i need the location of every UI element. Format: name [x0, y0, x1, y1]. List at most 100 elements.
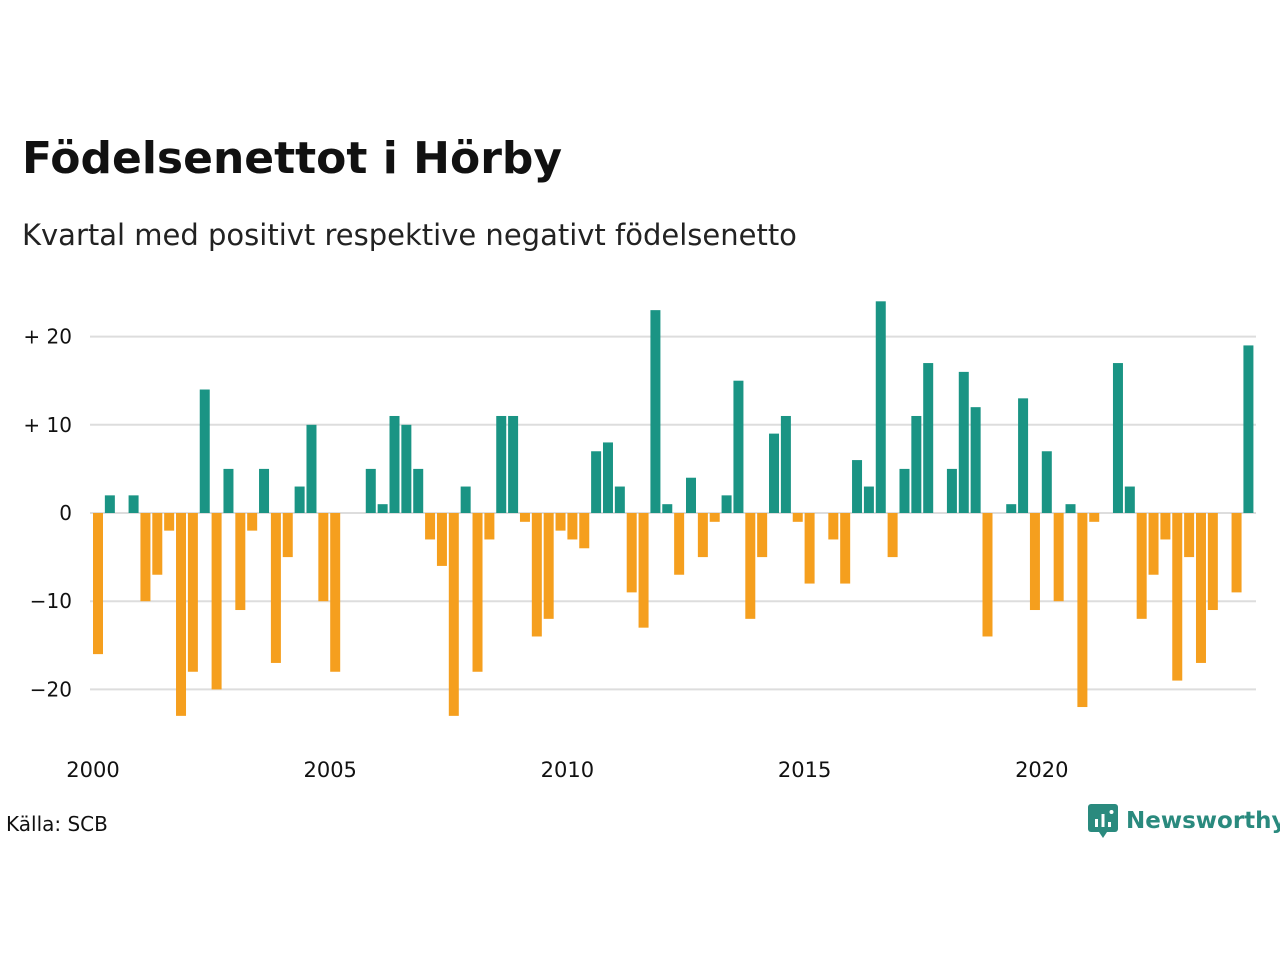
bar	[567, 513, 578, 540]
bar	[899, 468, 910, 513]
bar	[1006, 504, 1017, 513]
y-tick-label: + 10	[23, 413, 72, 437]
bar	[1041, 451, 1052, 513]
bar	[1243, 345, 1254, 513]
bar	[199, 389, 210, 513]
bar	[662, 504, 673, 513]
bar	[970, 407, 981, 513]
bar	[887, 513, 898, 558]
bar	[306, 424, 317, 513]
bar	[555, 513, 566, 531]
bar	[93, 513, 103, 655]
bar	[1029, 513, 1040, 611]
bar	[496, 415, 507, 513]
bar	[247, 513, 258, 531]
bar	[733, 380, 744, 513]
bar	[1231, 513, 1242, 593]
bar	[923, 363, 934, 513]
bar	[235, 513, 246, 611]
bar	[484, 513, 495, 540]
bar	[377, 504, 388, 513]
source-label: Källa: SCB	[6, 812, 108, 836]
x-tick-label: 2005	[303, 758, 356, 782]
bar	[757, 513, 768, 558]
bar	[674, 513, 685, 575]
bar	[282, 513, 293, 558]
bar	[1089, 513, 1100, 522]
bar	[697, 513, 708, 558]
bar	[1124, 486, 1135, 513]
bar	[519, 513, 530, 522]
bar	[270, 513, 281, 663]
bar	[413, 468, 424, 513]
bar	[1065, 504, 1076, 513]
bar	[614, 486, 625, 513]
bar	[1148, 513, 1159, 575]
bar	[911, 415, 922, 513]
bar	[128, 495, 139, 513]
bar	[745, 513, 756, 619]
bar	[140, 513, 151, 602]
bar	[1053, 513, 1064, 602]
x-tick-label: 2015	[778, 758, 831, 782]
bar	[1184, 513, 1195, 558]
bar	[946, 468, 957, 513]
bar	[223, 468, 234, 513]
bar	[591, 451, 602, 513]
bar	[863, 486, 874, 513]
y-tick-label: + 20	[23, 325, 72, 349]
bar	[875, 301, 886, 513]
bar	[543, 513, 554, 619]
bar	[401, 424, 412, 513]
bar	[1195, 513, 1206, 663]
x-tick-label: 2020	[1015, 758, 1068, 782]
bar	[365, 468, 376, 513]
bar	[436, 513, 447, 566]
bar	[852, 460, 863, 513]
x-tick-label: 2010	[541, 758, 594, 782]
bar	[448, 513, 459, 716]
bar	[626, 513, 637, 593]
bar	[709, 513, 720, 522]
bar	[1136, 513, 1147, 619]
bar	[318, 513, 329, 602]
bar	[792, 513, 803, 522]
bar	[176, 513, 187, 716]
bar	[531, 513, 542, 637]
bar	[780, 415, 791, 513]
bar	[1112, 363, 1123, 513]
bar	[425, 513, 436, 540]
bar	[164, 513, 175, 531]
bar	[1018, 398, 1029, 513]
bar	[982, 513, 993, 637]
bar	[187, 513, 198, 672]
bar	[1172, 513, 1183, 681]
bar	[508, 415, 519, 513]
bar	[294, 486, 305, 513]
newsworthy-logo-icon	[1088, 804, 1118, 838]
bar	[828, 513, 839, 540]
bar	[1207, 513, 1218, 611]
bar	[1160, 513, 1171, 540]
bar	[804, 513, 815, 584]
bar	[389, 415, 400, 513]
x-tick-label: 2000	[66, 758, 119, 782]
y-tick-label: −20	[30, 677, 72, 701]
bar	[686, 477, 696, 513]
chart-title: Födelsenettot i Hörby	[22, 133, 563, 184]
bar	[211, 513, 222, 690]
bar	[472, 513, 483, 672]
bar	[602, 442, 613, 513]
brand-logo: Newsworthy	[1088, 804, 1280, 838]
bar	[104, 495, 115, 513]
bar	[330, 513, 341, 672]
bar	[1077, 513, 1088, 708]
bar	[460, 486, 471, 513]
chart-subtitle: Kvartal med positivt respektive negativt…	[22, 218, 797, 252]
y-tick-label: −10	[30, 589, 72, 613]
bar	[958, 371, 969, 513]
bar	[840, 513, 851, 584]
bar	[721, 495, 732, 513]
y-tick-label: 0	[59, 501, 72, 525]
